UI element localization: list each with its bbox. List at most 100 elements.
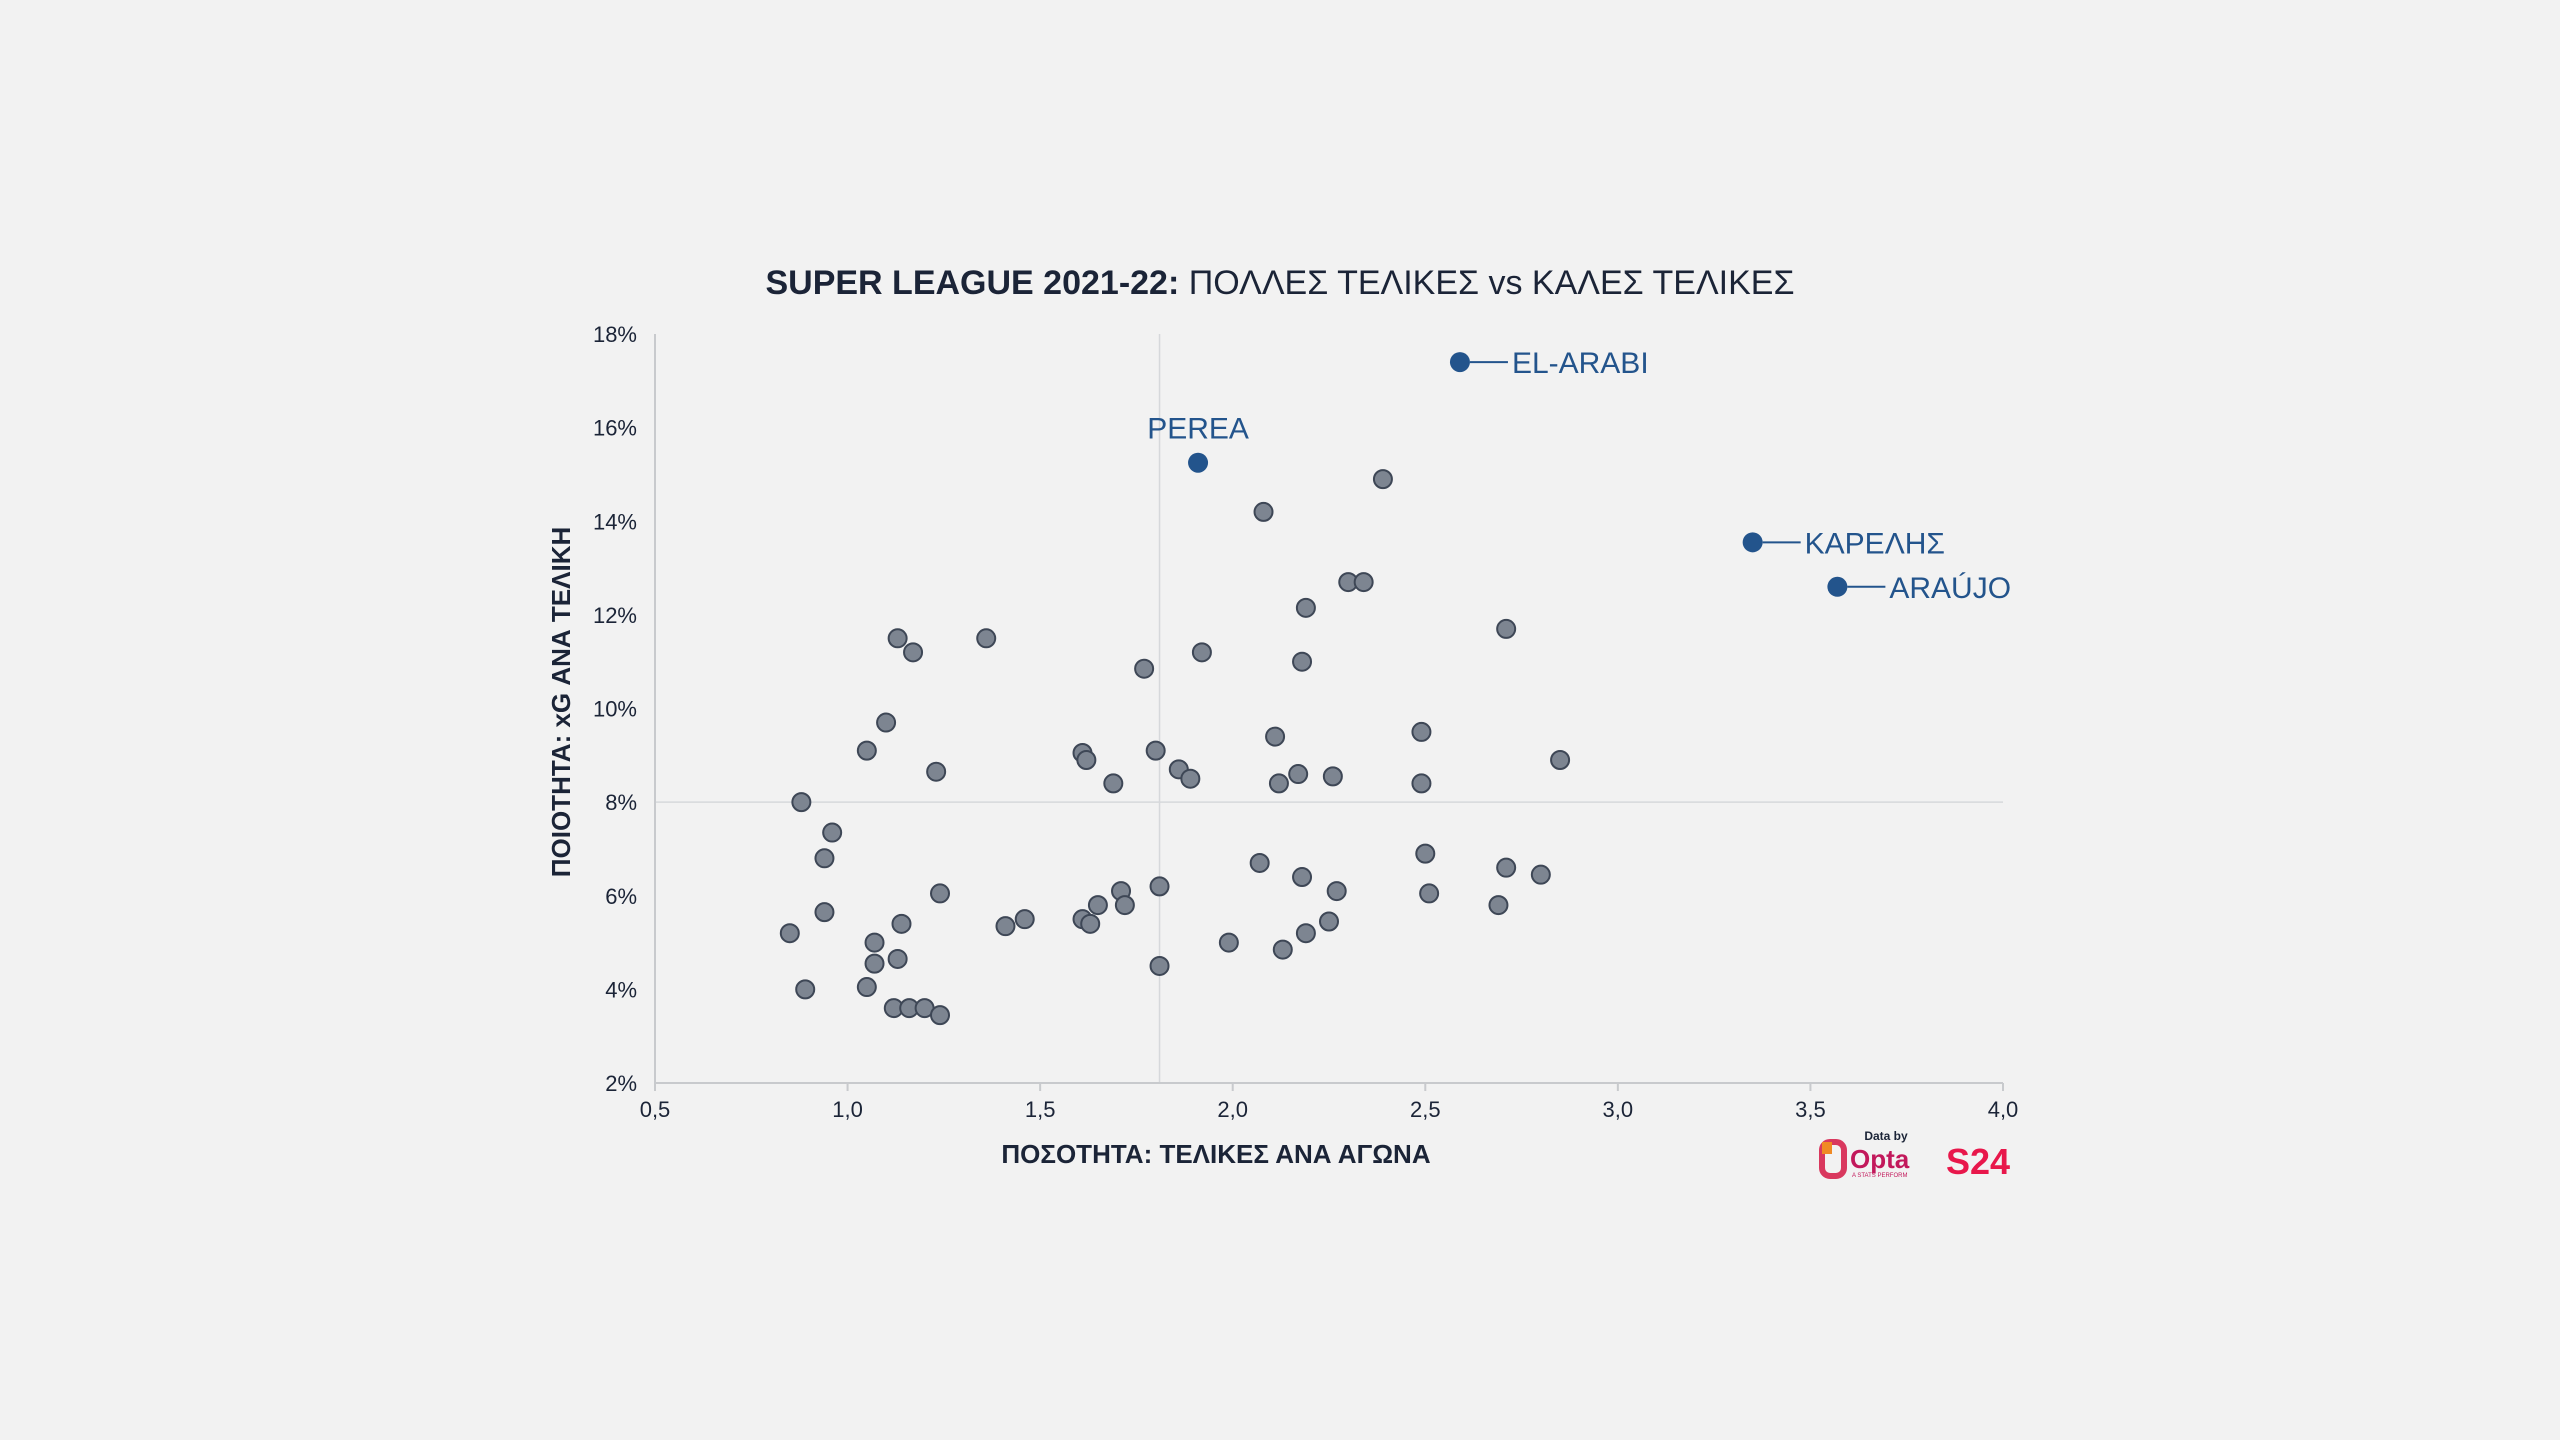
- axes: [654, 334, 2003, 1084]
- data-point: [891, 913, 912, 934]
- y-axis-label: ΠΟΙΟΤΗΤΑ: xG ΑΝΑ ΤΕΛΙΚΗ: [546, 527, 576, 878]
- y-tick-label: 16%: [593, 416, 637, 441]
- highlight-point: [1449, 352, 1470, 373]
- data-point: [1014, 909, 1035, 930]
- data-point: [1372, 469, 1393, 490]
- data-point: [1292, 867, 1313, 888]
- data-point: [1272, 939, 1293, 960]
- data-point: [1550, 749, 1571, 770]
- data-point: [903, 642, 924, 663]
- highlight-label: PEREA: [1147, 413, 1249, 446]
- data-point: [1134, 658, 1155, 679]
- y-tick-label: 18%: [593, 322, 637, 347]
- x-axis-label: ΠΟΣΟΤΗΤΑ: ΤΕΛΙΚΕΣ ΑΝΑ ΑΓΩΝΑ: [1001, 1139, 1430, 1169]
- data-point: [1218, 932, 1239, 953]
- data-point: [791, 792, 812, 813]
- y-tick-label: 14%: [593, 509, 637, 534]
- data-point: [1253, 501, 1274, 522]
- data-point: [1411, 773, 1432, 794]
- data-point: [1488, 895, 1509, 916]
- data-by-label: Data by: [1864, 1129, 1908, 1143]
- data-point: [930, 883, 951, 904]
- y-tick-labels: 2% 4% 6% 8% 10% 12% 14% 16% 18%: [593, 322, 637, 1096]
- y-tick-label: 12%: [593, 603, 637, 628]
- data-point: [1087, 895, 1108, 916]
- data-points: [779, 469, 1571, 1026]
- chart-title: SUPER LEAGUE 2021-22: ΠΟΛΛΕΣ ΤΕΛΙΚΕΣ vs …: [765, 264, 1794, 302]
- data-point: [779, 923, 800, 944]
- data-point: [887, 948, 908, 969]
- x-tick-label: 3,0: [1603, 1097, 1634, 1122]
- data-point: [814, 848, 835, 869]
- data-point: [1114, 895, 1135, 916]
- data-point: [1411, 721, 1432, 742]
- data-point: [976, 628, 997, 649]
- data-point: [1145, 740, 1166, 761]
- data-point: [814, 902, 835, 923]
- reference-lines: [655, 334, 2003, 1083]
- chart-title-bold: SUPER LEAGUE 2021-22:: [765, 264, 1179, 302]
- data-point: [1496, 857, 1517, 878]
- data-point: [887, 628, 908, 649]
- data-point: [1180, 768, 1201, 789]
- data-point: [1496, 618, 1517, 639]
- highlight-point: [1827, 576, 1848, 597]
- highlight-label: ΚΑΡΕΛΗΣ: [1805, 527, 1945, 560]
- data-point: [1268, 773, 1289, 794]
- data-point: [1530, 864, 1551, 885]
- data-point: [1295, 597, 1316, 618]
- x-tick-label: 1,5: [1025, 1097, 1056, 1122]
- y-tick-label: 8%: [605, 790, 637, 815]
- data-point: [1292, 651, 1313, 672]
- data-point: [995, 916, 1016, 937]
- x-tick-label: 3,5: [1795, 1097, 1826, 1122]
- highlighted-points: EL-ARABI PEREA ΚΑΡΕΛΗΣ ARAÚJO: [1147, 347, 2011, 605]
- x-tick-labels: 0,5 1,0 1,5 2,0 2,5 3,0 3,5 4,0: [640, 1083, 2019, 1122]
- data-point: [876, 712, 897, 733]
- data-point: [926, 761, 947, 782]
- data-point: [1191, 642, 1212, 663]
- highlight-point: [1742, 532, 1763, 553]
- s24-logo: S24: [1946, 1141, 2010, 1182]
- y-tick-label: 6%: [605, 884, 637, 909]
- data-point: [856, 977, 877, 998]
- y-tick-label: 10%: [593, 697, 637, 722]
- opta-logo: Data by Opta A STATS PERFORM: [1819, 1129, 1910, 1179]
- data-point: [1419, 883, 1440, 904]
- data-point: [1249, 852, 1270, 873]
- x-tick-label: 1,0: [832, 1097, 863, 1122]
- y-tick-label: 4%: [605, 977, 637, 1002]
- data-point: [1295, 923, 1316, 944]
- y-tick-label: 2%: [605, 1071, 637, 1096]
- data-point: [1288, 764, 1309, 785]
- data-point: [856, 740, 877, 761]
- highlight-label: ARAÚJO: [1889, 572, 2011, 605]
- data-point: [795, 979, 816, 1000]
- x-tick-label: 2,5: [1410, 1097, 1441, 1122]
- data-point: [864, 932, 885, 953]
- x-tick-label: 0,5: [640, 1097, 671, 1122]
- data-point: [864, 953, 885, 974]
- data-point: [1149, 955, 1170, 976]
- data-point: [1149, 876, 1170, 897]
- highlight-point: [1188, 452, 1209, 473]
- opta-mark-icon: [1819, 1139, 1847, 1179]
- data-point: [1353, 572, 1374, 593]
- data-point: [1080, 913, 1101, 934]
- data-point: [1265, 726, 1286, 747]
- highlight-label: EL-ARABI: [1512, 347, 1649, 380]
- data-point: [1076, 749, 1097, 770]
- opta-sub-label: A STATS PERFORM: [1852, 1173, 1907, 1179]
- data-point: [822, 822, 843, 843]
- data-point: [1103, 773, 1124, 794]
- x-tick-label: 2,0: [1217, 1097, 1248, 1122]
- data-point: [1319, 911, 1339, 932]
- opta-label: Opta: [1850, 1144, 1910, 1174]
- chart-title-rest: ΠΟΛΛΕΣ ΤΕΛΙΚΕΣ vs ΚΑΛΕΣ ΤΕΛΙΚΕΣ: [1179, 264, 1794, 302]
- data-point: [1322, 766, 1343, 787]
- data-point: [930, 1005, 951, 1026]
- x-tick-label: 4,0: [1988, 1097, 2019, 1122]
- data-point: [1326, 881, 1347, 902]
- data-point: [1415, 843, 1436, 864]
